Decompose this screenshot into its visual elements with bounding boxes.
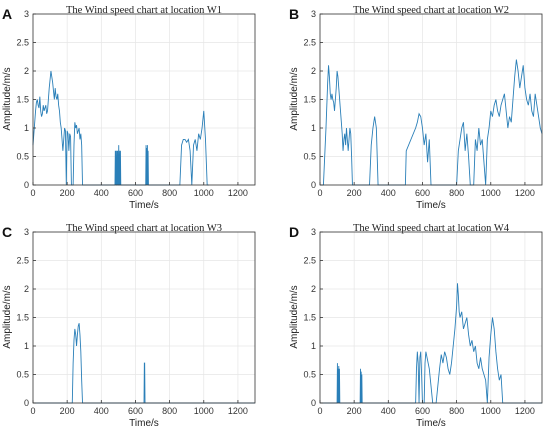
panel-d-grid (319, 231, 542, 404)
panel-a-ytick-label-0: 0 (24, 180, 29, 190)
panel-b-ytick-label-1: 0.5 (303, 152, 316, 162)
panel-b-grid (319, 13, 542, 186)
panel-c-letter: C (2, 224, 12, 240)
panel-d: D The Wind speed chart at location W4 0 2… (289, 223, 543, 429)
panel-c-ticks: 0 200 400 600 800 1000 1200 0 0.5 1 1.5 2 2.5 3 (16, 227, 247, 416)
panel-b-xtick-label-3: 600 (415, 188, 430, 198)
panel-c-xlabel: Time/s (129, 418, 159, 429)
panel-d-xtick-label-3: 600 (415, 406, 430, 416)
panel-b-ytick-label-4: 2 (311, 66, 316, 76)
panel-b-title: The Wind speed chart at location W2 (353, 5, 509, 16)
panel-b-xtick-label-5: 1000 (481, 188, 501, 198)
panel-a-ytick-label-1: 0.5 (16, 152, 29, 162)
panel-d-xtick-label-5: 1000 (481, 406, 501, 416)
panel-c: C The Wind speed chart at location W3 0 2… (2, 223, 256, 429)
panel-c-ytick-label-4: 2 (24, 284, 29, 294)
panel-a-xtick-label-3: 600 (128, 188, 143, 198)
panel-b-ytick-label-5: 2.5 (303, 38, 316, 48)
panel-d-ytick-label-0: 0 (311, 398, 316, 408)
panel-b-ytick-label-6: 3 (311, 9, 316, 19)
panel-b-ytick-label-0: 0 (311, 180, 316, 190)
panel-c-ytick-label-6: 3 (24, 227, 29, 237)
panel-a-xtick-label-6: 1200 (228, 188, 248, 198)
panel-a-ylabel: Amplitude/m/s (2, 67, 13, 130)
panel-c-ytick-label-3: 1.5 (16, 313, 29, 323)
panel-c-xtick-label-2: 400 (94, 406, 109, 416)
panel-a-letter: A (2, 6, 12, 22)
panel-c-xtick-label-0: 0 (30, 406, 35, 416)
panel-c-title: The Wind speed chart at location W3 (66, 223, 222, 234)
panel-d-xlabel: Time/s (416, 418, 446, 429)
panel-a-ytick-label-4: 2 (24, 66, 29, 76)
panel-a-ticks: 0 200 400 600 800 1000 1200 0 0.5 1 1.5 2 2.5 3 (16, 9, 247, 198)
panel-d-plot (320, 283, 542, 404)
panel-d-title: The Wind speed chart at location W4 (353, 223, 510, 234)
panel-a-xtick-label-0: 0 (30, 188, 35, 198)
panel-a-xtick-label-2: 400 (94, 188, 109, 198)
panel-b-ticks: 0 200 400 600 800 1000 1200 0 0.5 1 1.5 2 2.5 3 (303, 9, 534, 198)
panel-a-xtick-label-4: 800 (162, 188, 177, 198)
panel-d-xtick-label-1: 200 (347, 406, 362, 416)
panel-c-ylabel: Amplitude/m/s (2, 285, 13, 348)
panel-d-ytick-label-2: 1 (311, 341, 316, 351)
panel-d-series-line-0 (320, 283, 542, 404)
panel-d-ytick-label-3: 1.5 (303, 313, 316, 323)
panel-a-xtick-label-1: 200 (60, 188, 75, 198)
panel-d-xtick-label-4: 800 (449, 406, 464, 416)
panel-d-xtick-label-2: 400 (381, 406, 396, 416)
panel-a-xlabel: Time/s (129, 200, 159, 211)
panel-b-ylabel: Amplitude/m/s (289, 67, 300, 130)
panel-d-ytick-label-4: 2 (311, 284, 316, 294)
panel-d-letter: D (289, 224, 299, 240)
panel-b-xtick-label-1: 200 (347, 188, 362, 198)
panel-c-ytick-label-0: 0 (24, 398, 29, 408)
panel-d-ytick-label-5: 2.5 (303, 256, 316, 266)
panel-a-ytick-label-6: 3 (24, 9, 29, 19)
panel-a: A The Wind speed chart at location W1 0 2… (2, 5, 256, 211)
panel-b-xtick-label-4: 800 (449, 188, 464, 198)
panel-d-xtick-label-0: 0 (317, 406, 322, 416)
panel-c-ytick-label-2: 1 (24, 341, 29, 351)
panel-d-xtick-label-6: 1200 (515, 406, 535, 416)
panel-b-xtick-label-0: 0 (317, 188, 322, 198)
panel-a-ytick-label-2: 1 (24, 123, 29, 133)
panel-c-xtick-label-5: 1000 (194, 406, 214, 416)
panel-b-ytick-label-3: 1.5 (303, 95, 316, 105)
panel-c-plot (33, 323, 255, 404)
panel-c-xtick-label-1: 200 (60, 406, 75, 416)
panel-b-plot (320, 59, 543, 186)
panel-b-letter: B (289, 6, 299, 22)
panel-d-ytick-label-1: 0.5 (303, 370, 316, 380)
panel-a-ytick-label-5: 2.5 (16, 38, 29, 48)
panel-b-series-line-0 (320, 59, 543, 186)
panel-c-xtick-label-6: 1200 (228, 406, 248, 416)
panel-c-series-line-0 (33, 323, 255, 404)
panel-c-ytick-label-1: 0.5 (16, 370, 29, 380)
panel-a-title: The Wind speed chart at location W1 (66, 5, 222, 16)
panel-b-xtick-label-2: 400 (381, 188, 396, 198)
panel-b-xlabel: Time/s (416, 200, 446, 211)
panel-b-xtick-label-6: 1200 (515, 188, 535, 198)
panel-b-ytick-label-2: 1 (311, 123, 316, 133)
panel-c-ytick-label-5: 2.5 (16, 256, 29, 266)
panel-a-ytick-label-3: 1.5 (16, 95, 29, 105)
panel-d-ytick-label-6: 3 (311, 227, 316, 237)
panel-c-xtick-label-3: 600 (128, 406, 143, 416)
panel-a-xtick-label-5: 1000 (194, 188, 214, 198)
panel-d-ylabel: Amplitude/m/s (289, 285, 300, 348)
panel-c-xtick-label-4: 800 (162, 406, 177, 416)
panel-d-ticks: 0 200 400 600 800 1000 1200 0 0.5 1 1.5 2 2.5 3 (303, 227, 534, 416)
panel-b: B The Wind speed chart at location W2 0 2… (289, 5, 543, 211)
